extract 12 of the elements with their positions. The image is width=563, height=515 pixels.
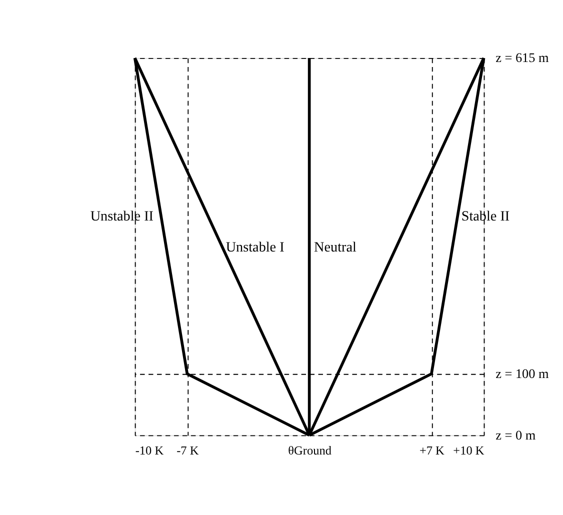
- series-label: Neutral: [314, 239, 356, 256]
- x-tick-label: -7 K: [176, 444, 199, 458]
- y-tick-label: z = 0 m: [496, 427, 536, 442]
- x-tick-label: +7 K: [419, 444, 445, 458]
- x-tick-label: -10 K: [135, 444, 164, 458]
- y-tick-label: z = 615 m: [496, 50, 550, 66]
- x-tick-label: θGround: [288, 444, 332, 458]
- x-tick-label: +10 K: [453, 444, 484, 458]
- series-label: Stable II: [461, 208, 510, 225]
- series-label: Unstable II: [90, 208, 154, 225]
- y-tick-label: z = 100 m: [496, 366, 550, 382]
- series-label: Unstable I: [226, 239, 285, 256]
